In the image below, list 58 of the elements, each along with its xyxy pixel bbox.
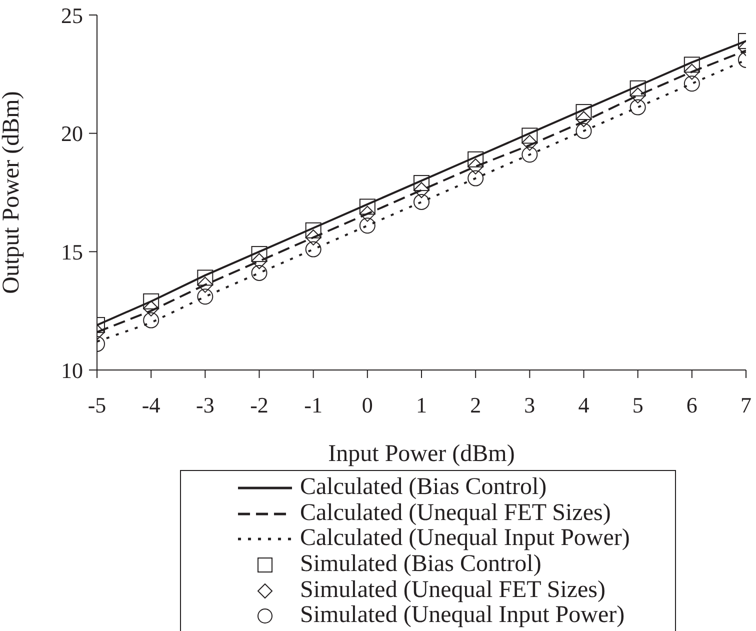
x-axis-title: Input Power (dBm) xyxy=(328,441,515,468)
y-axis-title: Output Power (dBm) xyxy=(0,91,25,294)
x-tick-label: 4 xyxy=(578,392,590,418)
x-tick-label: 2 xyxy=(470,392,482,418)
x-tick-label: 6 xyxy=(686,392,698,418)
y-tick-label: 25 xyxy=(61,2,83,28)
point xyxy=(143,300,160,316)
x-tick-label: -4 xyxy=(142,392,160,418)
x-tick-label: 0 xyxy=(362,392,373,418)
point xyxy=(630,87,646,104)
legend-label: Simulated (Unequal FET Sizes) xyxy=(300,576,606,604)
point xyxy=(576,104,592,120)
point xyxy=(251,246,268,262)
point xyxy=(684,64,700,80)
point xyxy=(522,134,538,151)
point xyxy=(143,312,160,328)
point xyxy=(251,253,268,270)
legend-label: Simulated (Unequal Input Power) xyxy=(300,602,625,630)
point xyxy=(414,194,430,210)
x-tick-label: -3 xyxy=(196,392,214,418)
legend-label: Calculated (Unequal FET Sizes) xyxy=(300,500,611,526)
point xyxy=(197,276,214,293)
x-tick-label: -1 xyxy=(304,392,322,418)
y-tick-label: 20 xyxy=(61,121,83,146)
y-tick-label: 10 xyxy=(61,358,83,383)
point xyxy=(251,264,268,281)
point xyxy=(305,241,322,258)
point xyxy=(684,76,700,92)
x-tick-label: -5 xyxy=(88,392,106,418)
point xyxy=(305,229,322,246)
point xyxy=(522,128,538,144)
point xyxy=(468,151,484,168)
legend-label: Calculated (Unequal Input Power) xyxy=(300,525,630,552)
y-tick-label: 15 xyxy=(61,239,83,264)
x-tick-label: 7 xyxy=(740,392,752,418)
legend-label: Simulated (Bias Control) xyxy=(300,551,542,578)
point xyxy=(359,218,376,234)
point xyxy=(414,175,430,192)
x-tick-label: 1 xyxy=(416,392,427,418)
point xyxy=(359,206,376,222)
point xyxy=(630,80,646,96)
point xyxy=(684,56,700,73)
point xyxy=(359,198,376,215)
point xyxy=(305,222,322,238)
legend-label: Calculated (Bias Control) xyxy=(300,474,547,501)
point xyxy=(576,111,592,128)
point xyxy=(522,146,538,163)
point xyxy=(468,158,484,174)
x-tick-label: 5 xyxy=(632,392,644,418)
point xyxy=(468,170,484,186)
point xyxy=(197,270,214,286)
x-tick-label: 3 xyxy=(524,392,536,418)
point xyxy=(576,122,592,139)
x-tick-label: -2 xyxy=(250,392,268,418)
point xyxy=(414,182,430,198)
point xyxy=(197,288,214,305)
point xyxy=(630,99,646,116)
point xyxy=(143,293,160,310)
